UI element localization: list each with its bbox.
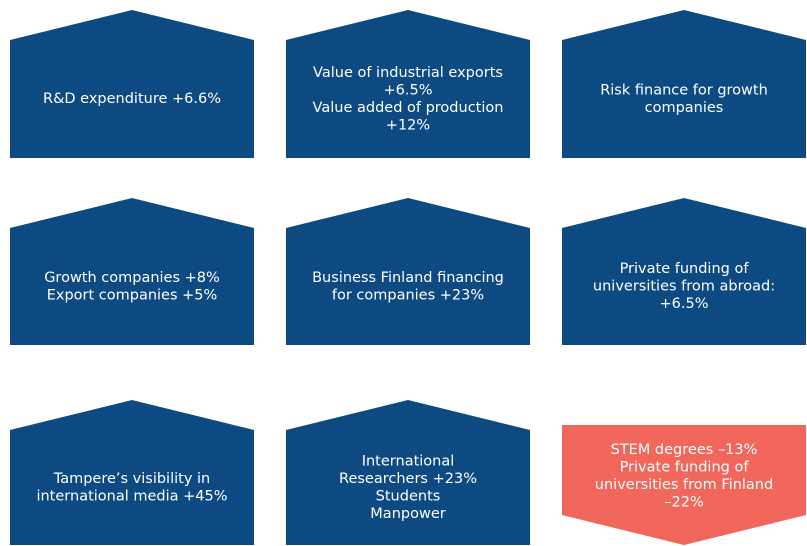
tile-text: Tampere’s visibility in [53,471,211,487]
tile-text: R&D expenditure +6.6% [43,91,221,107]
tile [562,425,806,545]
tile-text: Business Finland financing [312,270,504,286]
tile-text: International [362,453,455,469]
tile-text: Private funding of [620,261,750,277]
tile-text: Manpower [370,506,445,522]
tile-text: universities from abroad: [593,279,775,295]
tile [562,10,806,158]
tile-text: international media +45% [36,488,227,504]
tile-text: for companies +23% [332,287,484,303]
tile [286,198,530,345]
tile-text: Private funding of [620,459,750,475]
tile-text: +6.5% [660,296,709,312]
tile [10,400,254,545]
tile-text: STEM degrees –13% [611,442,758,458]
tile [286,400,530,545]
tile-text: –22% [664,494,703,510]
tile-text: Value added of production [313,100,504,116]
tile-text: +6.5% [384,82,433,98]
tile-text: Students [376,488,441,504]
tile-text: universities from Finland [595,477,773,493]
tile [562,198,806,345]
tile [10,10,254,158]
tile-text: Risk finance for growth [600,82,768,98]
tile-text: Growth companies +8% [44,270,220,286]
tile-text: +12% [386,117,430,133]
tile-text: Researchers +23% [339,471,477,487]
tile [286,10,530,158]
tile-text: Value of industrial exports [313,65,503,81]
tile [10,198,254,345]
tile-text: Export companies +5% [47,287,218,303]
tile-text: companies [645,100,724,116]
